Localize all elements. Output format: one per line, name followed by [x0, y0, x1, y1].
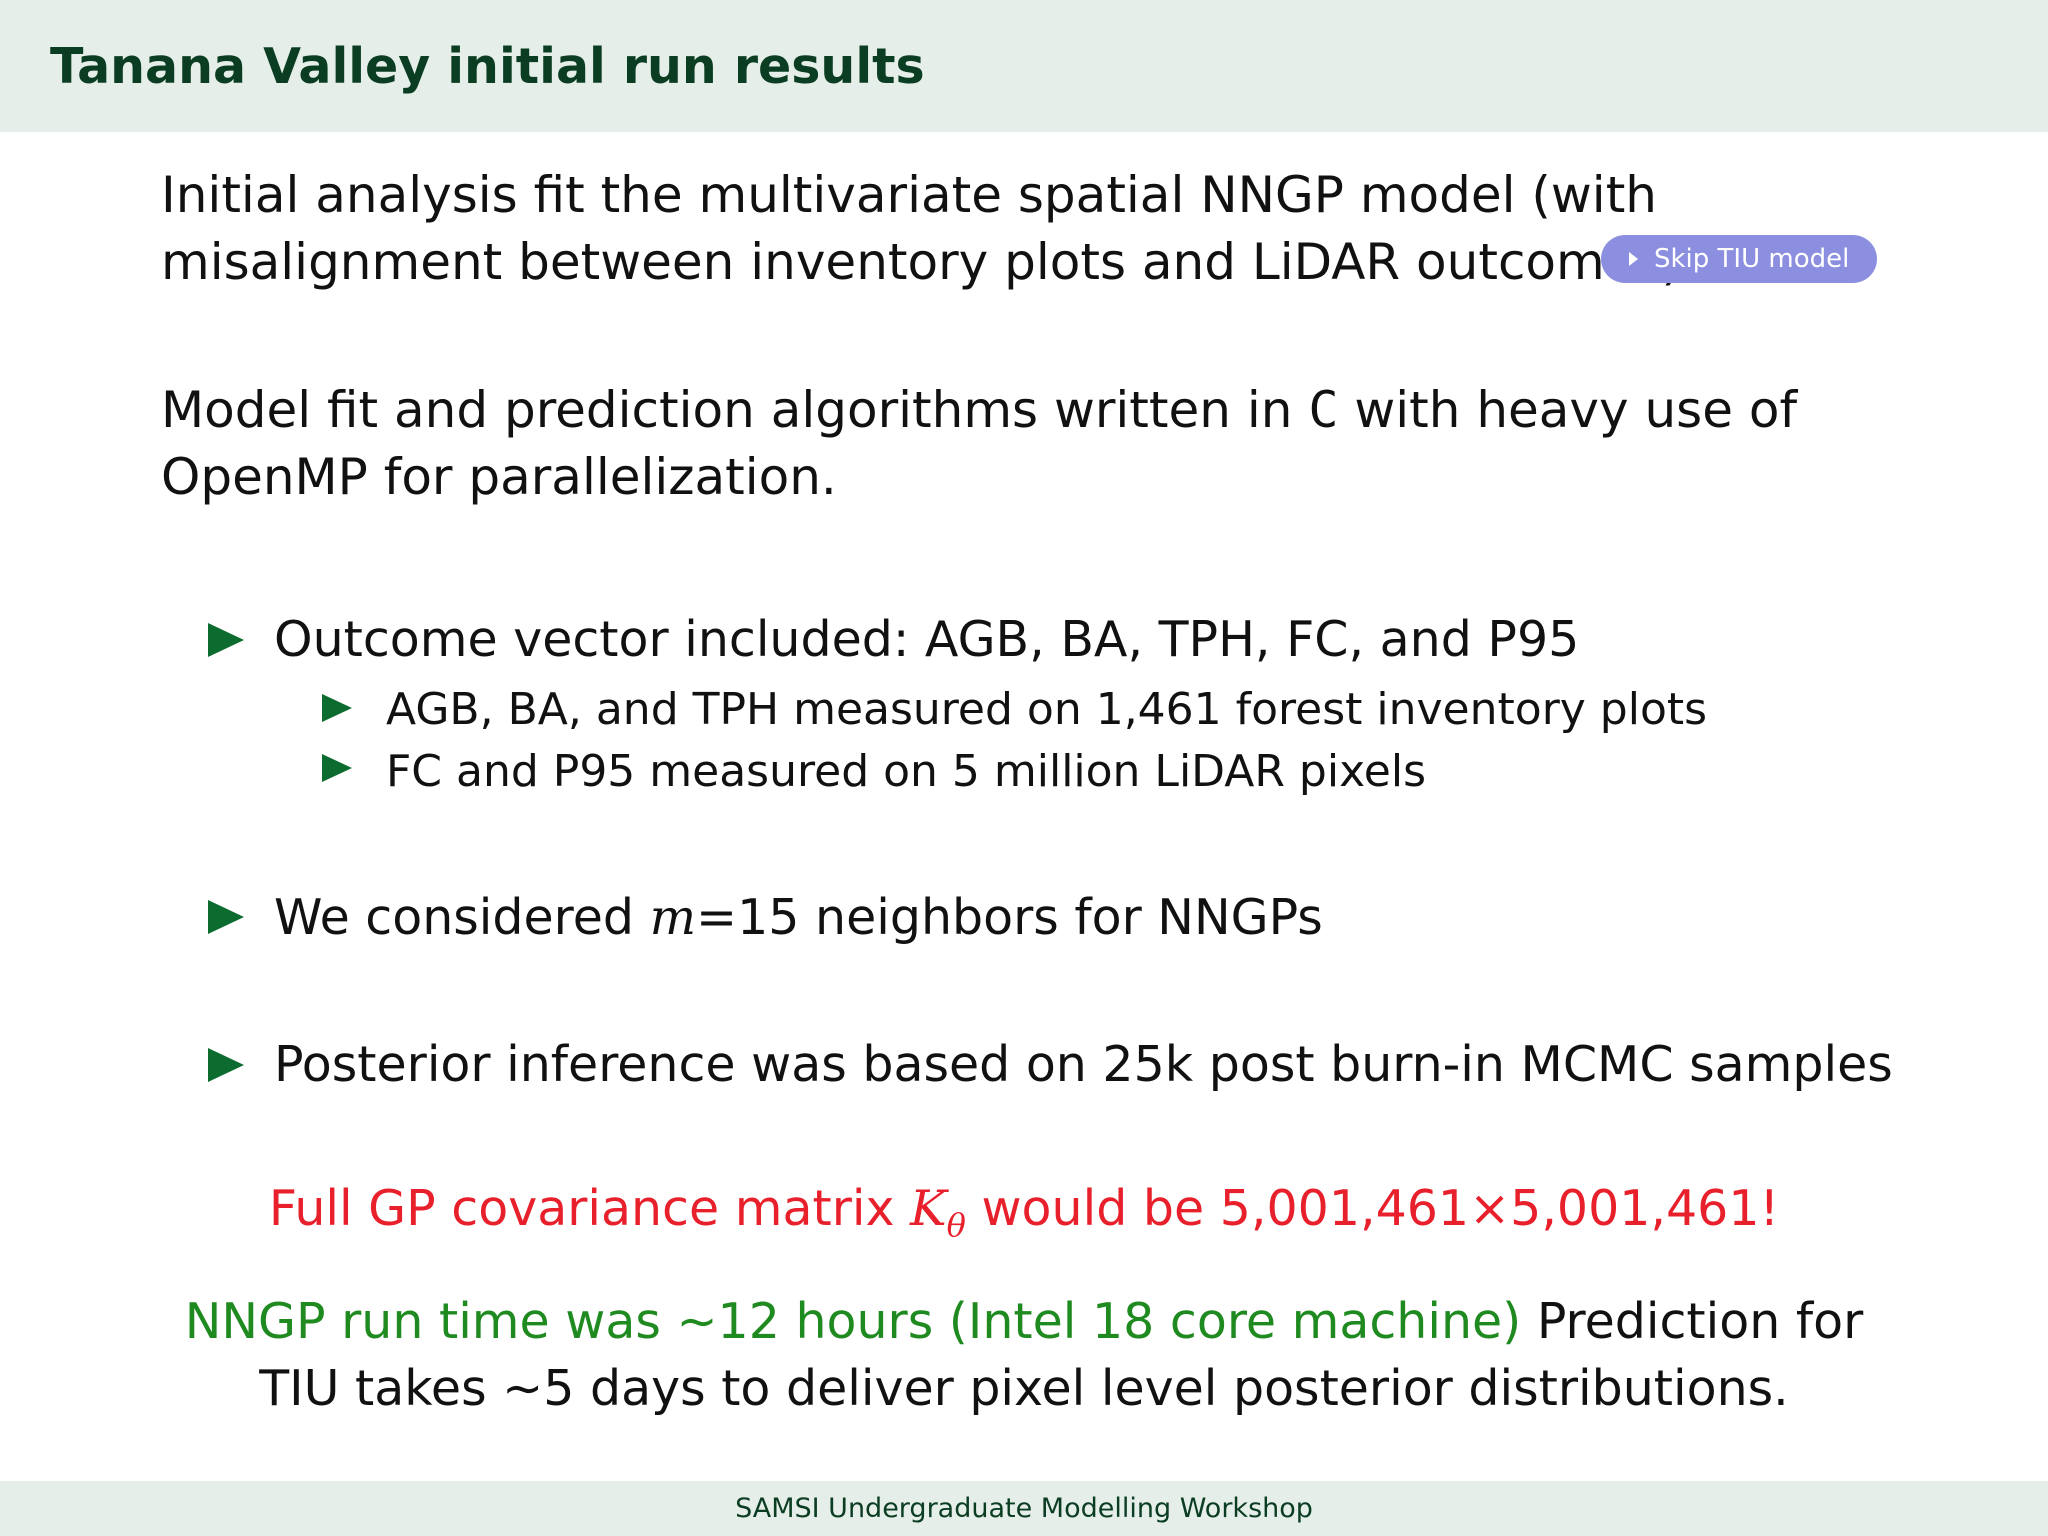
slide-title: Tanana Valley initial run results [50, 38, 925, 95]
skip-button-label: Skip TIU model [1654, 244, 1850, 274]
sub-bullet-triangle-icon [322, 754, 352, 782]
impl-line-2: OpenMP for parallelization. [161, 448, 837, 506]
sub-bullet-lidar-pixels: FC and P95 measured on 5 million LiDAR p… [386, 746, 1426, 797]
sub-bullet-inventory-plots: AGB, BA, and TPH measured on 1,461 fores… [386, 684, 1708, 735]
footer-text: SAMSI Undergraduate Modelling Workshop [735, 1493, 1313, 1524]
sub-bullet-triangle-icon [322, 694, 352, 722]
runtime-rest-text: Prediction for [1521, 1293, 1864, 1350]
covariance-highlight: Full GP covariance matrix Kθ would be 5,… [0, 1180, 2048, 1244]
bullet-neighbors: We considered m=15 neighbors for NNGPs [274, 888, 1323, 948]
math-theta: θ [946, 1205, 966, 1244]
neighbors-text-b: =15 neighbors for NNGPs [696, 889, 1323, 946]
highlight-pre: Full GP covariance matrix [268, 1180, 911, 1237]
bullet-triangle-icon [208, 1048, 244, 1082]
bullet-posterior-inference: Posterior inference was based on 25k pos… [274, 1036, 1893, 1093]
intro-line-2: misalignment between inventory plots and… [161, 233, 1682, 291]
highlight-post: would be 5,001,461×5,001,461! [965, 1180, 1780, 1237]
runtime-line-1: NNGP run time was ∼12 hours (Intel 18 co… [0, 1288, 2048, 1355]
header-band: Tanana Valley initial run results [0, 0, 2048, 132]
skip-tiu-model-button[interactable]: Skip TIU model [1601, 235, 1877, 283]
math-m: m [649, 889, 697, 946]
bullet-triangle-icon [208, 900, 244, 934]
runtime-paragraph: NNGP run time was ∼12 hours (Intel 18 co… [0, 1288, 2048, 1422]
bullet-triangle-icon [208, 623, 244, 657]
math-k: K [910, 1180, 947, 1237]
runtime-green-text: NNGP run time was ∼12 hours (Intel 18 co… [184, 1293, 1522, 1350]
impl-text-b: with heavy use of [1338, 381, 1798, 439]
intro-line-1: Initial analysis fit the multivariate sp… [161, 166, 1657, 224]
code-c: C [1308, 381, 1339, 439]
footer-band: SAMSI Undergraduate Modelling Workshop [0, 1481, 2048, 1536]
runtime-line-2: TIU takes ∼5 days to deliver pixel level… [259, 1360, 1789, 1417]
impl-text-a: Model fit and prediction algorithms writ… [161, 381, 1309, 439]
play-triangle-icon [1629, 252, 1638, 266]
neighbors-text-a: We considered [274, 889, 650, 946]
intro-paragraph: Initial analysis fit the multivariate sp… [161, 162, 1681, 296]
bullet-outcome-vector: Outcome vector included: AGB, BA, TPH, F… [274, 611, 1580, 668]
implementation-paragraph: Model fit and prediction algorithms writ… [161, 377, 1797, 511]
impl-line-1: Model fit and prediction algorithms writ… [161, 377, 1797, 444]
